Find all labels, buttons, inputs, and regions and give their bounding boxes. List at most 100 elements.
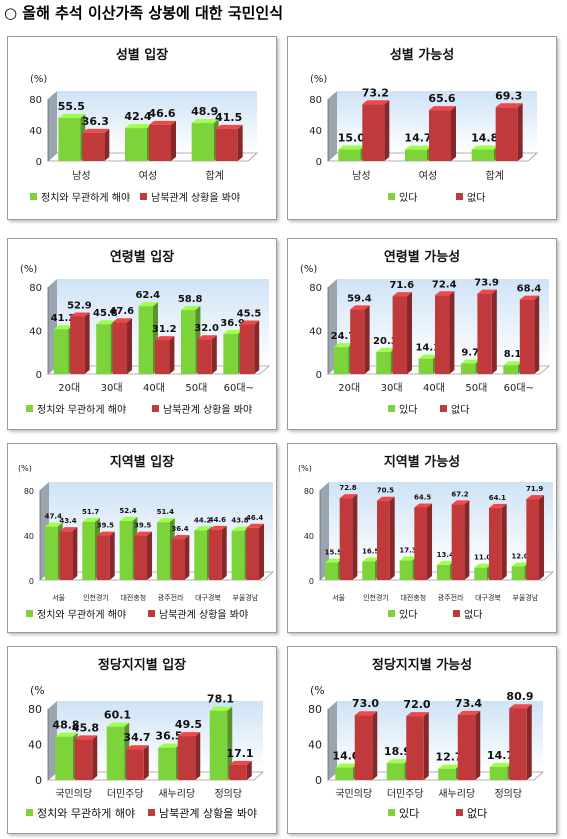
bar-top	[229, 760, 252, 765]
bar-top	[418, 354, 438, 359]
bar-front	[376, 351, 391, 374]
bar-side	[364, 305, 370, 374]
bar-side	[227, 706, 233, 780]
page-title: ○ 올해 추석 이산가족 상봉에 대한 국민인식	[4, 4, 284, 22]
bar-series1	[58, 113, 86, 161]
bar-side	[171, 120, 176, 161]
bar-top	[386, 759, 410, 764]
category-label: 남성	[352, 170, 370, 182]
bar-front	[350, 309, 365, 374]
y-tick-label: 40	[29, 126, 42, 137]
legend-label: 정치와 무관하게 해야	[37, 608, 126, 621]
bar-front	[231, 530, 245, 580]
data-label: 17.3	[399, 547, 416, 555]
bar-side	[84, 312, 90, 374]
bar-top	[194, 526, 212, 531]
bar-front	[489, 507, 502, 580]
data-label: 71.6	[389, 280, 414, 291]
data-label: 62.4	[135, 290, 160, 301]
data-label: 46.4	[246, 514, 263, 522]
data-label: 47.6	[109, 306, 134, 317]
data-label: 60.1	[104, 709, 131, 722]
bar-side	[92, 735, 98, 780]
bar-side	[143, 745, 149, 780]
data-label: 52.4	[119, 507, 136, 515]
category-label: 광주전라	[158, 593, 184, 602]
bar-top	[333, 343, 354, 348]
data-label: 44.6	[209, 516, 226, 524]
category-label: 인천경기	[363, 593, 389, 602]
bar-front	[55, 736, 73, 780]
bar-series2	[177, 732, 201, 780]
y-tick-label: 0	[315, 774, 322, 787]
bar-front	[438, 768, 456, 780]
bar-series1	[125, 124, 152, 161]
bar-series2	[457, 710, 481, 780]
bar-front	[177, 736, 196, 780]
y-tick-label: 0	[36, 157, 42, 168]
data-label: 8.1	[504, 349, 522, 360]
bar-top	[377, 496, 395, 501]
bar-side	[195, 732, 201, 780]
bar-front	[489, 766, 508, 780]
legend-swatch	[26, 610, 33, 617]
bar-series2	[354, 711, 378, 780]
bar-front	[418, 358, 433, 374]
bar-front	[106, 726, 125, 780]
bar-series1	[191, 119, 219, 161]
category-label: 정의당	[214, 788, 242, 800]
bar-top	[125, 124, 152, 129]
bar-top	[406, 712, 429, 717]
data-label: 51.7	[82, 508, 99, 516]
data-label: 72.0	[403, 698, 430, 711]
bar-top	[354, 711, 378, 716]
legend-label: 정치와 무관하게 해야	[41, 191, 130, 204]
bar-series2	[377, 496, 395, 580]
data-label: 14.1	[415, 343, 440, 354]
bar-top	[474, 563, 492, 568]
bar-series2	[197, 335, 217, 374]
bar-series2	[155, 336, 175, 374]
chart-title: 연령별 가능성	[384, 249, 460, 265]
data-label: 12.0	[511, 553, 528, 561]
bar-front	[399, 560, 413, 580]
bar-front	[134, 535, 148, 580]
category-label: 60대~	[504, 382, 534, 394]
bar-front	[460, 363, 476, 374]
bar-series2	[59, 527, 78, 580]
y-tick-label: 40	[309, 126, 322, 137]
bar-top	[338, 145, 366, 150]
y-tick-label: 0	[316, 370, 322, 381]
bar-front	[519, 299, 535, 374]
bar-top	[223, 329, 243, 334]
y-tick-label: 80	[309, 283, 322, 294]
data-label: 80.9	[506, 690, 533, 703]
data-label: 47.4	[45, 513, 62, 521]
bar-front	[191, 123, 214, 161]
bar-front	[338, 149, 361, 161]
legend-label: 남북관계 상황을 봐야	[151, 192, 240, 204]
chart-region-possibility: 지역별 가능성 (%) 0 40 80 15.5 72.8 서울 16.5 70.5 인천경기 17.…	[298, 454, 555, 621]
unit-label: (%)	[18, 464, 32, 473]
y-tick-label: 40	[24, 532, 34, 541]
bar-front	[335, 767, 353, 780]
y-tick-label: 40	[28, 739, 42, 752]
bar-front	[229, 764, 247, 780]
bar-side	[517, 103, 523, 161]
chart-panel-region-possibility: 지역별 가능성 (%) 0 40 80 15.5 72.8 서울 16.5 70.5 인천경기 17.…	[287, 443, 557, 633]
bar-series2	[526, 495, 545, 580]
data-label: 36.9	[220, 318, 245, 329]
bar-side	[526, 704, 532, 780]
bar-front	[362, 561, 375, 580]
bar-top	[149, 120, 176, 125]
y-tick-label: 80	[29, 283, 42, 294]
data-label: 13.4	[437, 551, 454, 559]
legend-label: 남북관계 상황을 봐야	[159, 807, 257, 820]
legend-label: 정치와 무관하게 해야	[37, 806, 135, 820]
bar-side	[534, 295, 540, 374]
chart-title: 연령별 입장	[110, 249, 174, 265]
legend-swatch	[388, 405, 395, 412]
bar-top	[177, 732, 201, 737]
bar-front	[239, 324, 255, 374]
legend-swatch	[388, 809, 395, 816]
